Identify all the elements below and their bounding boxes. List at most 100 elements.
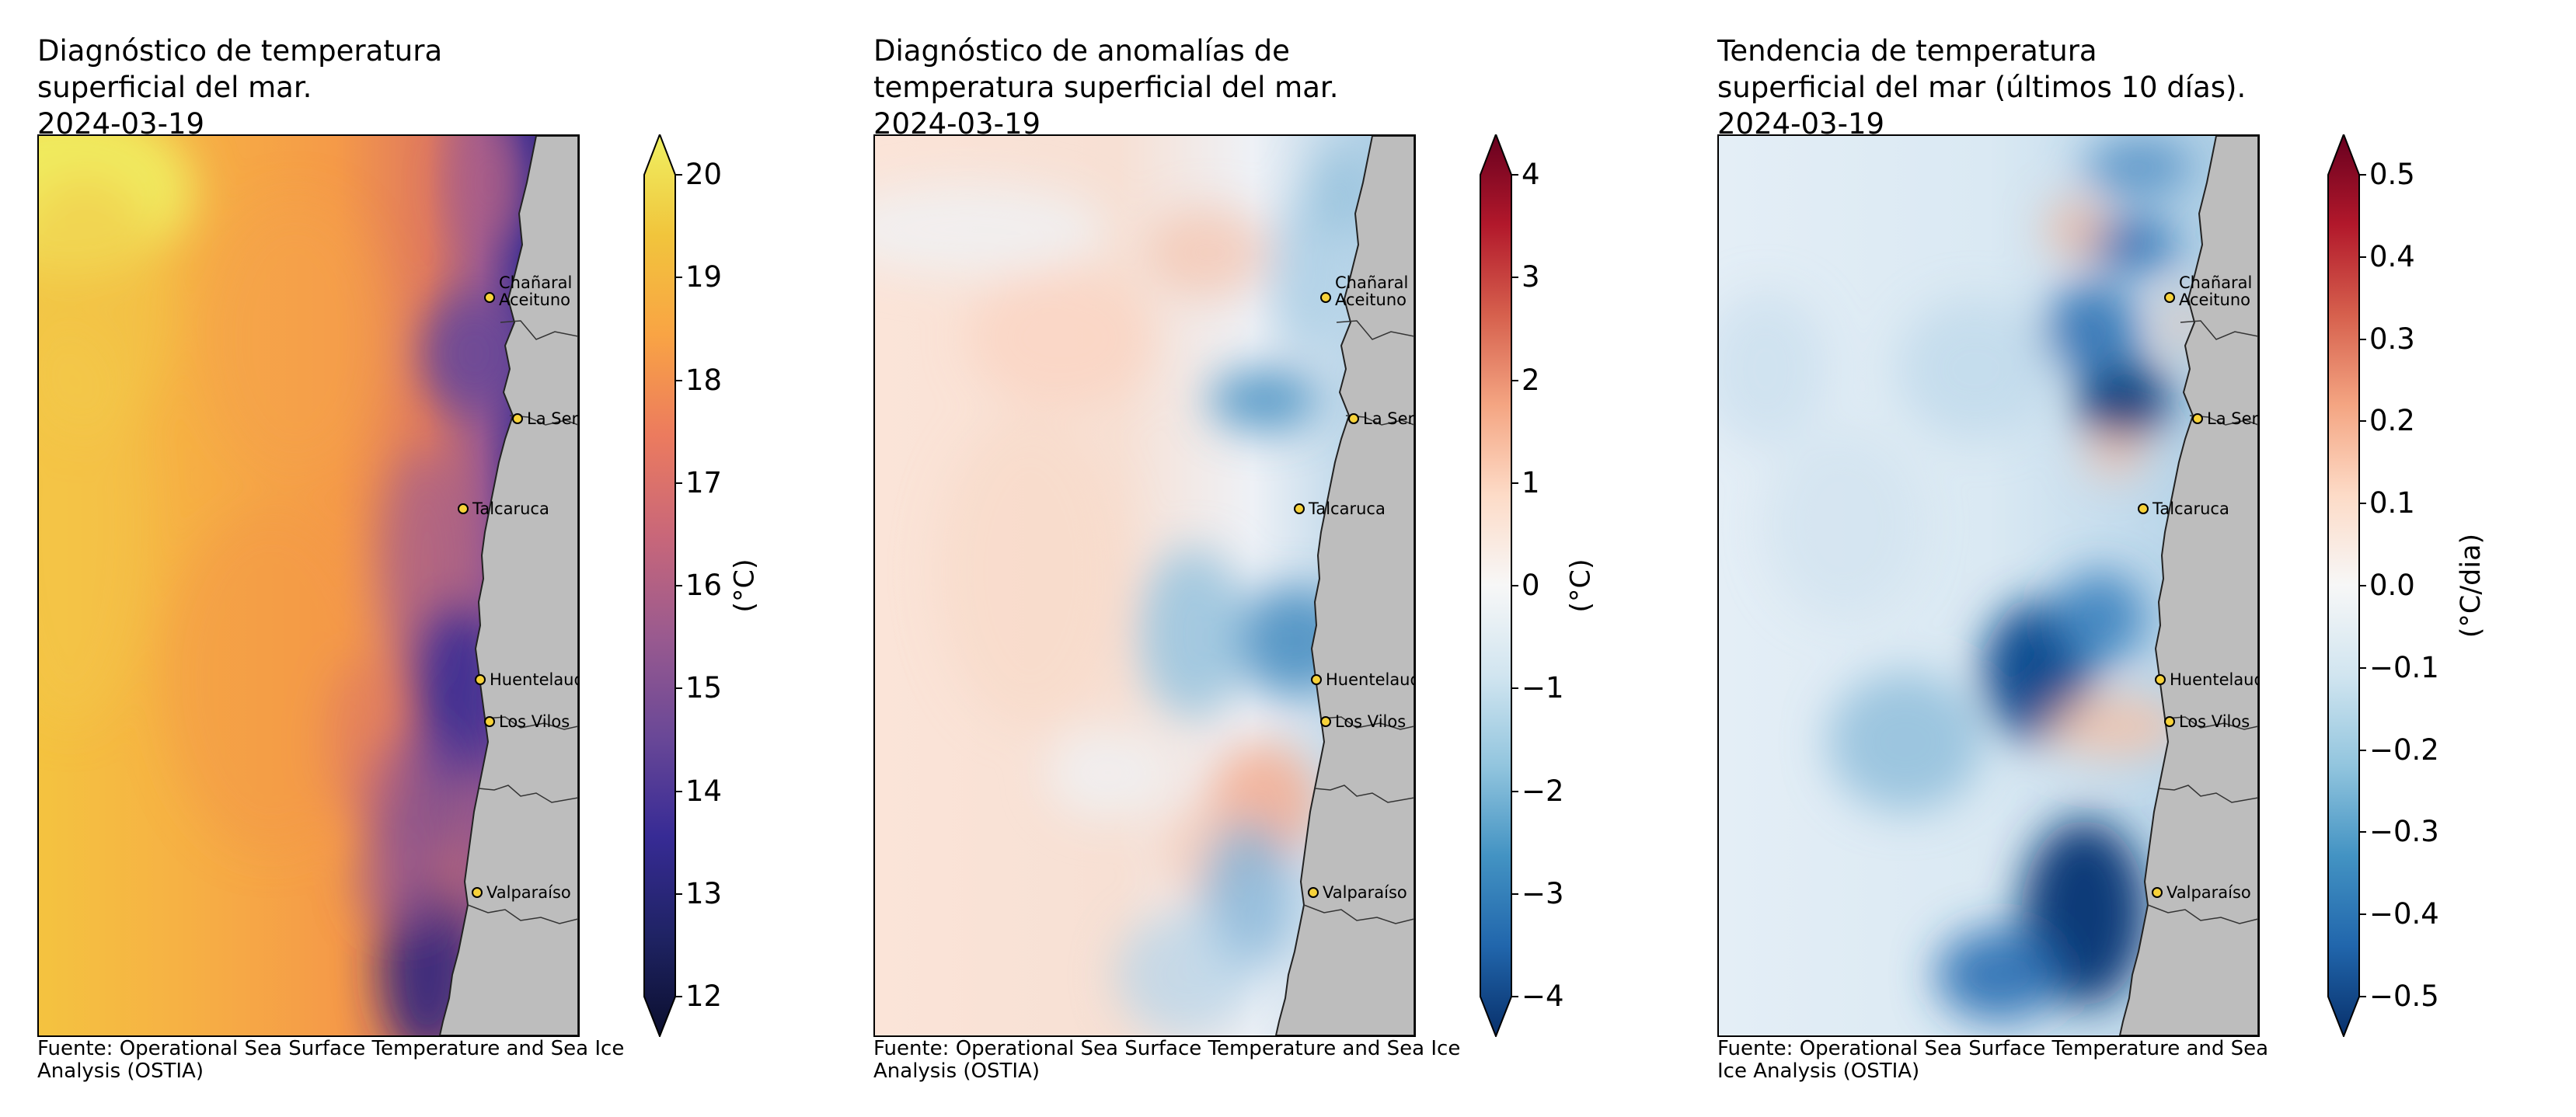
land [1274,136,1414,1035]
region-border [1303,904,1414,924]
city-dot [2138,503,2149,514]
city-dot [2155,674,2166,685]
city-label: Valparaíso [1323,883,1407,902]
colorbar-tick [1511,174,1518,176]
colorbar-tick [2359,338,2366,340]
colorbar-tick [2359,749,2366,751]
colorbar-tick [1511,277,1518,279]
colorbar-tick-label: 0.4 [2369,239,2415,273]
city-marker[interactable]: Huentelauquen [2155,670,2258,689]
source-note: Fuente: Operational Sea Surface Temperat… [1717,1038,2268,1083]
city-label: La Serena [2207,409,2258,428]
city-label: Huentelauquen [1326,670,1414,689]
city-marker[interactable]: Los Vilos [1320,712,1406,731]
colorbar-tick [1511,482,1518,484]
map-sst[interactable]: Chañaral deAceituno La Serena Talcaruca Hue… [37,134,580,1037]
city-dot [1320,716,1331,727]
city-marker[interactable]: Chañaral deAceituno [484,273,578,309]
region-border [2180,320,2258,340]
colorbar-tick-label: −0.5 [2369,980,2439,1013]
city-label: Chañaral deAceituno [2179,273,2258,309]
colorbar-tick-label: −4 [1522,980,1564,1013]
source-line-1: Fuente: Operational Sea Surface Temperat… [873,1037,1461,1060]
source-note: Fuente: Operational Sea Surface Temperat… [873,1038,1460,1083]
city-dot [472,887,483,898]
colorbar-label: (°C/dia) [2456,533,2487,639]
colorbar-tick [1511,379,1518,381]
city-dot [1348,413,1359,424]
colorbar-tick [1511,996,1518,997]
panel-anomaly: Diagnóstico de anomalías de temperatura … [873,34,1666,1083]
colorbar-tick-label: 13 [685,876,723,910]
region-border [478,785,578,803]
source-line-2: Ice Analysis (OSTIA) [1717,1060,1920,1083]
panel-title: Tendencia de temperatura superficial del… [1717,33,2246,142]
colorbar-tick [675,996,682,997]
colorbar-tick-label: −0.1 [2369,650,2439,684]
city-marker[interactable]: Huentelauquen [1311,670,1414,689]
city-label: Valparaíso [2166,883,2251,902]
colorbar-tick-label: 0.2 [2369,404,2415,438]
land [2118,136,2258,1035]
colorbar-tick [2359,420,2366,423]
colorbar-tick [2359,174,2366,176]
colorbar-tick-label: 2 [1522,363,1540,397]
city-dot [2192,413,2203,424]
colorbar-tick [675,482,682,484]
city-label: Talcaruca [2152,499,2229,518]
city-dot [1311,674,1322,685]
region-border [2147,904,2258,924]
city-label: Chañaral deAceituno [1335,273,1414,309]
colorbar-tick-label: −3 [1522,876,1564,910]
colorbar-tick-label: −0.3 [2369,815,2439,849]
city-label: Huentelauquen [2170,670,2258,689]
region-border [467,904,578,924]
title-line-1: Tendencia de temperatura [1717,34,2097,68]
colorbar-anomaly: −4 −3 −2 −1 0 1 2 3 4 (°C) [1480,134,1666,1037]
city-label: Talcaruca [1308,499,1386,518]
region-border [1314,785,1414,803]
city-label: Los Vilos [499,712,570,731]
colorbar-tick-label: 0 [1522,569,1540,602]
colorbar-tick-label: 1 [1522,465,1540,499]
city-marker[interactable]: La Serena [1348,409,1414,428]
city-marker[interactable]: La Serena [2192,409,2258,428]
city-marker[interactable]: La Serena [512,409,578,428]
city-marker[interactable]: Talcaruca [1294,499,1386,518]
region-border [500,320,578,340]
colorbar-tick [675,174,682,176]
colorbar-tick-label: 18 [685,363,723,397]
city-marker[interactable]: Los Vilos [2164,712,2250,731]
land [438,136,578,1035]
city-dot [475,674,486,685]
colorbar-tick [1511,585,1518,586]
city-marker[interactable]: Chañaral deAceituno [1320,273,1414,309]
city-marker[interactable]: Los Vilos [484,712,570,731]
colorbar-tick-label: 16 [685,569,723,602]
colorbar-tick [2359,996,2366,997]
colorbar-tick [2359,913,2366,916]
colorbar-tick [1511,790,1518,792]
city-dot [1294,503,1305,514]
map-anomaly[interactable]: Chañaral deAceituno La Serena Talcaruca Hue… [873,134,1416,1037]
city-marker[interactable]: Huentelauquen [475,670,578,689]
colorbar-tick-label: 3 [1522,260,1540,294]
region-border [2158,785,2258,803]
colorbar-tick [675,790,682,792]
city-marker[interactable]: Valparaíso [1308,883,1407,902]
colorbar-tick [675,687,682,690]
city-dot [2164,292,2175,303]
city-dot [2164,716,2175,727]
title-line-2: temperatura superficial del mar. [873,71,1339,104]
city-marker[interactable]: Talcaruca [2138,499,2229,518]
colorbar-gradient [2327,134,2360,1037]
map-trend[interactable]: Chañaral deAceituno La Serena Talcaruca Hue… [1717,134,2260,1037]
city-marker[interactable]: Valparaíso [472,883,571,902]
city-marker[interactable]: Talcaruca [458,499,549,518]
colorbar-tick [675,585,682,586]
colorbar-tick [1511,687,1518,690]
city-marker[interactable]: Chañaral deAceituno [2164,273,2258,309]
colorbar-tick [2359,503,2366,505]
city-marker[interactable]: Valparaíso [2152,883,2251,902]
